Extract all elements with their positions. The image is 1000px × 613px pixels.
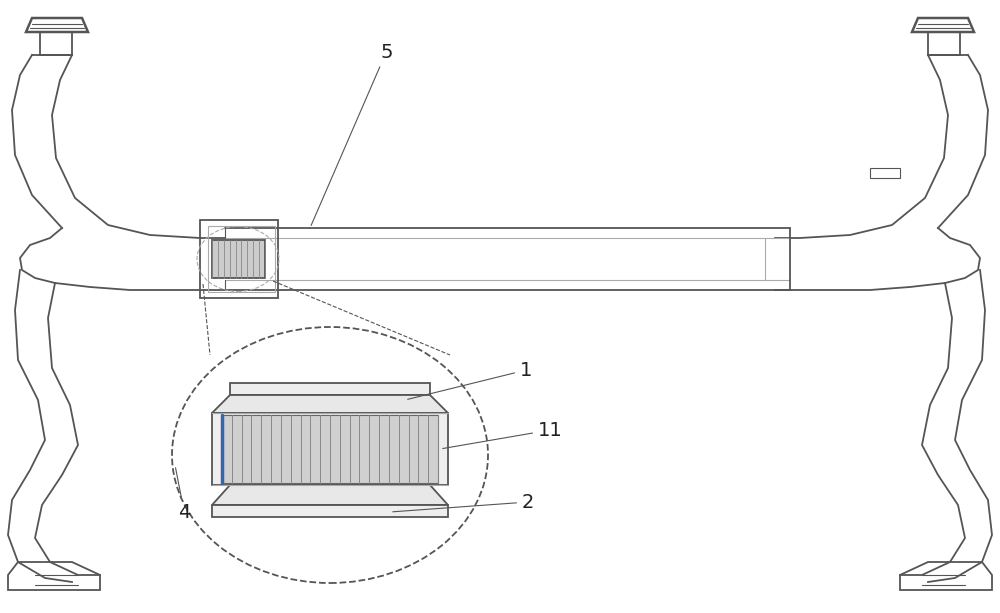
Polygon shape <box>212 395 448 413</box>
Polygon shape <box>212 240 265 278</box>
Polygon shape <box>230 383 430 395</box>
Polygon shape <box>222 415 438 483</box>
Text: 5: 5 <box>311 42 393 226</box>
Text: 2: 2 <box>393 492 534 512</box>
Polygon shape <box>212 485 448 505</box>
Text: 11: 11 <box>443 421 563 449</box>
Polygon shape <box>212 413 448 485</box>
Text: 4: 4 <box>176 468 190 522</box>
Polygon shape <box>212 505 448 517</box>
Text: 1: 1 <box>408 360 532 399</box>
